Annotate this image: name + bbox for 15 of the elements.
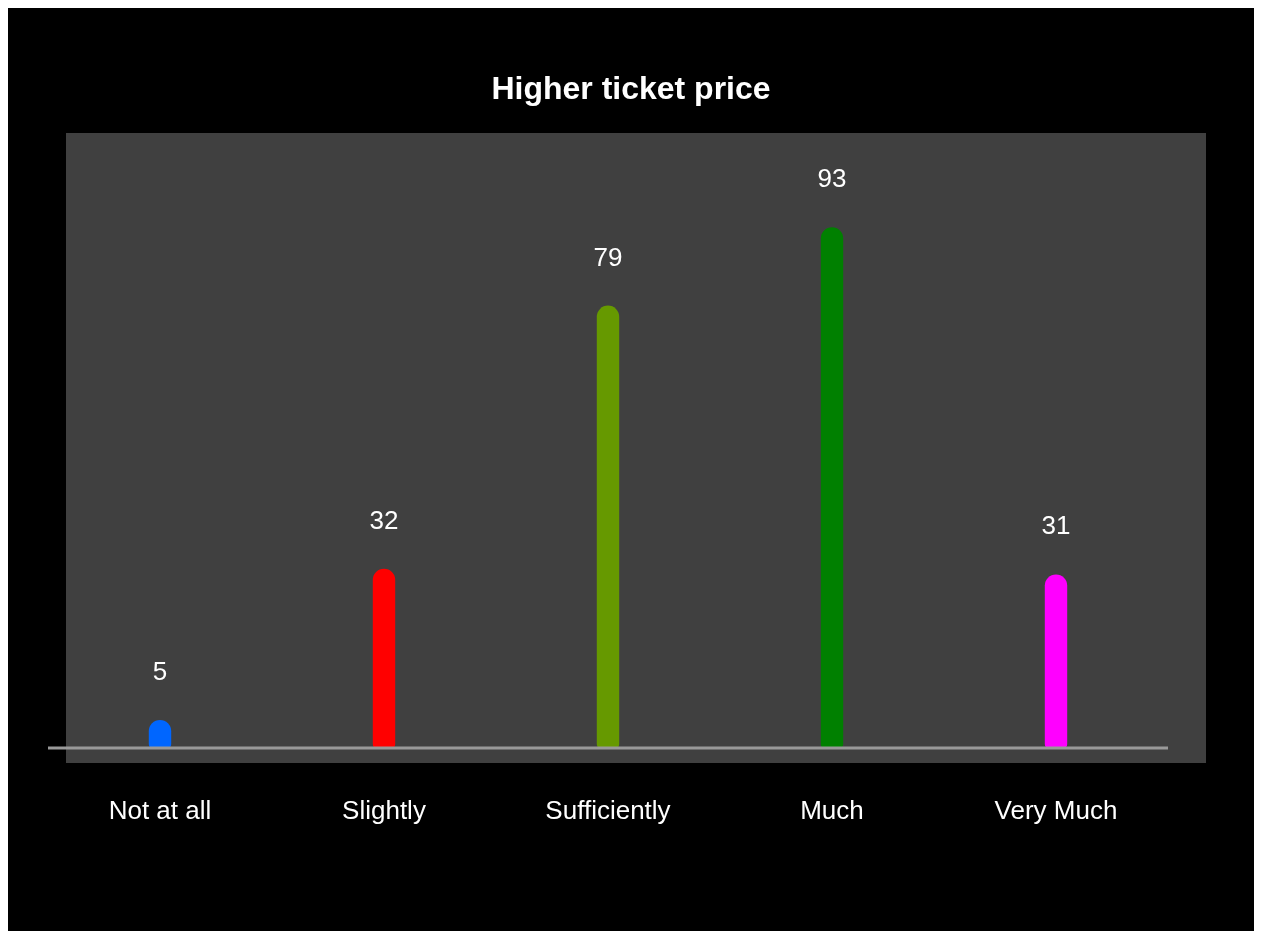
bar <box>820 227 844 748</box>
x-tick-label: Very Much <box>994 795 1118 826</box>
bar <box>372 568 396 748</box>
data-label: 31 <box>1041 510 1071 541</box>
x-tick-label: Much <box>800 795 864 826</box>
bar <box>1044 574 1068 748</box>
bar <box>596 305 620 748</box>
data-label: 79 <box>593 241 623 272</box>
x-tick-label: Slightly <box>342 795 426 826</box>
x-tick-label: Not at all <box>108 795 212 826</box>
data-label: 32 <box>369 504 399 535</box>
data-label: 93 <box>817 163 847 194</box>
chart-title: Higher ticket price <box>490 70 772 107</box>
x-tick-label: Sufficiently <box>545 795 671 826</box>
data-label: 5 <box>152 656 168 686</box>
